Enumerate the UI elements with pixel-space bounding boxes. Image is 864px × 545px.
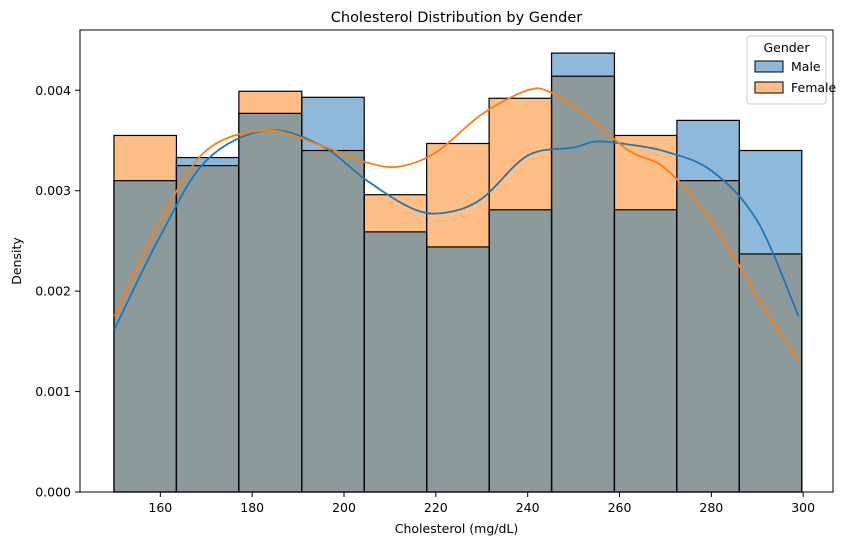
bar-overlap-9 — [676, 180, 740, 493]
bar-top-female-5 — [426, 143, 490, 247]
legend: Gender Male Female — [746, 35, 837, 105]
legend-swatch-female — [754, 81, 784, 94]
bar-overlap-1 — [176, 165, 239, 492]
overlap-bars — [113, 53, 802, 493]
bar-top-female-0 — [113, 135, 177, 181]
bar-overlap-6 — [489, 209, 552, 492]
kde-lines — [113, 87, 800, 361]
x-tick-label-5: 260 — [608, 500, 632, 515]
bar-overlap-2 — [238, 113, 302, 492]
bar-overlap-3 — [301, 150, 365, 493]
bar-overlap-10 — [739, 253, 802, 492]
y-tick-label-3: 0.003 — [35, 183, 71, 198]
bar-top-male-9 — [676, 120, 740, 181]
legend-entries: Male Female — [754, 59, 837, 95]
bar-top-female-4 — [364, 194, 427, 232]
bar-overlap-8 — [614, 209, 677, 492]
bar-overlap-5 — [426, 246, 490, 492]
x-tick-label-3: 220 — [424, 500, 448, 515]
legend-title: Gender — [763, 40, 810, 55]
x-tick-label-6: 280 — [699, 500, 723, 515]
x-tick-label-0: 160 — [148, 500, 172, 515]
y-tick-label-0: 0.000 — [35, 485, 71, 500]
x-tick-label-2: 200 — [332, 500, 356, 515]
x-tick-label-1: 180 — [240, 500, 264, 515]
y-axis-label: Density — [9, 237, 24, 285]
plot-frame — [79, 29, 834, 493]
legend-label-female: Female — [791, 80, 837, 95]
bar-top-female-6 — [489, 98, 552, 210]
y-tick-label-4: 0.004 — [35, 83, 71, 98]
axes — [79, 29, 834, 493]
legend-swatch-male — [754, 60, 784, 73]
chart-title: Cholesterol Distribution by Gender — [331, 10, 583, 26]
bar-top-male-10 — [739, 150, 802, 254]
kde-line-female — [113, 87, 800, 361]
x-tick-label-7: 300 — [791, 500, 815, 515]
bar-top-male-1 — [176, 157, 239, 166]
kde-line-male — [113, 129, 800, 330]
x-tick-label-4: 240 — [516, 500, 540, 515]
bar-overlap-7 — [551, 76, 615, 492]
y-tick-label-2: 0.002 — [35, 284, 71, 299]
bar-overlap-0 — [113, 180, 177, 493]
bar-overlap-4 — [364, 231, 427, 493]
x-axis-label: Cholesterol (mg/dL) — [395, 521, 519, 536]
bar-top-female-2 — [238, 91, 302, 114]
y-tick-label-1: 0.001 — [35, 384, 71, 399]
bar-top-male-7 — [551, 53, 615, 77]
legend-label-male: Male — [791, 59, 821, 74]
ticks: 160 180 200 220 240 260 280 300 0.000 0.001 0.002 0… — [35, 83, 815, 515]
